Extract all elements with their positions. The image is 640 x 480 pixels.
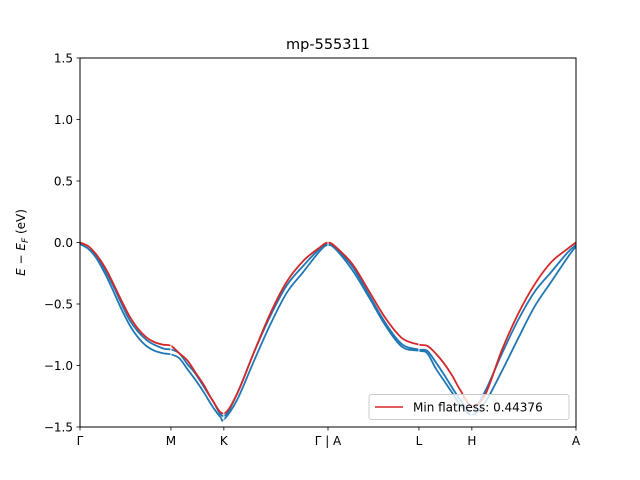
- x-tick-label: L: [416, 434, 423, 448]
- x-tick-label: M: [166, 434, 176, 448]
- y-axis-label-main: E − E: [14, 243, 28, 276]
- legend: Min flatness: 0.44376: [368, 394, 570, 420]
- y-axis-label: E − EF (eV): [14, 209, 31, 276]
- y-tick-label: −0.5: [44, 297, 73, 311]
- legend-box: [368, 394, 570, 420]
- y-tick-label: 0.0: [54, 236, 73, 250]
- y-tick-label: 0.5: [54, 174, 73, 188]
- y-tick-label: 1.0: [54, 113, 73, 127]
- y-tick-label: 1.5: [54, 51, 73, 65]
- x-tick-label: Γ: [77, 434, 84, 448]
- high-symmetry-lines: [170, 58, 473, 427]
- plot-frame: [79, 57, 577, 428]
- y-tick-label: −1.5: [44, 420, 73, 434]
- y-axis-label-unit: (eV): [14, 209, 28, 238]
- x-tick-label: A: [572, 434, 581, 448]
- y-axis-label-subscript: F: [21, 237, 31, 243]
- y-axis-ticks: 1.5 1.0 0.5 0.0 −0.5 −1.0 −1.5: [44, 51, 80, 434]
- x-tick-label: Γ | A: [315, 434, 342, 448]
- x-tick-label: K: [220, 434, 229, 448]
- chart-title: mp-555311: [286, 37, 370, 53]
- legend-label: Min flatness: 0.44376: [413, 401, 543, 415]
- x-axis-ticks: Γ M K Γ | A L H A: [77, 427, 581, 448]
- y-tick-label: −1.0: [44, 359, 73, 373]
- x-tick-label: H: [467, 434, 476, 448]
